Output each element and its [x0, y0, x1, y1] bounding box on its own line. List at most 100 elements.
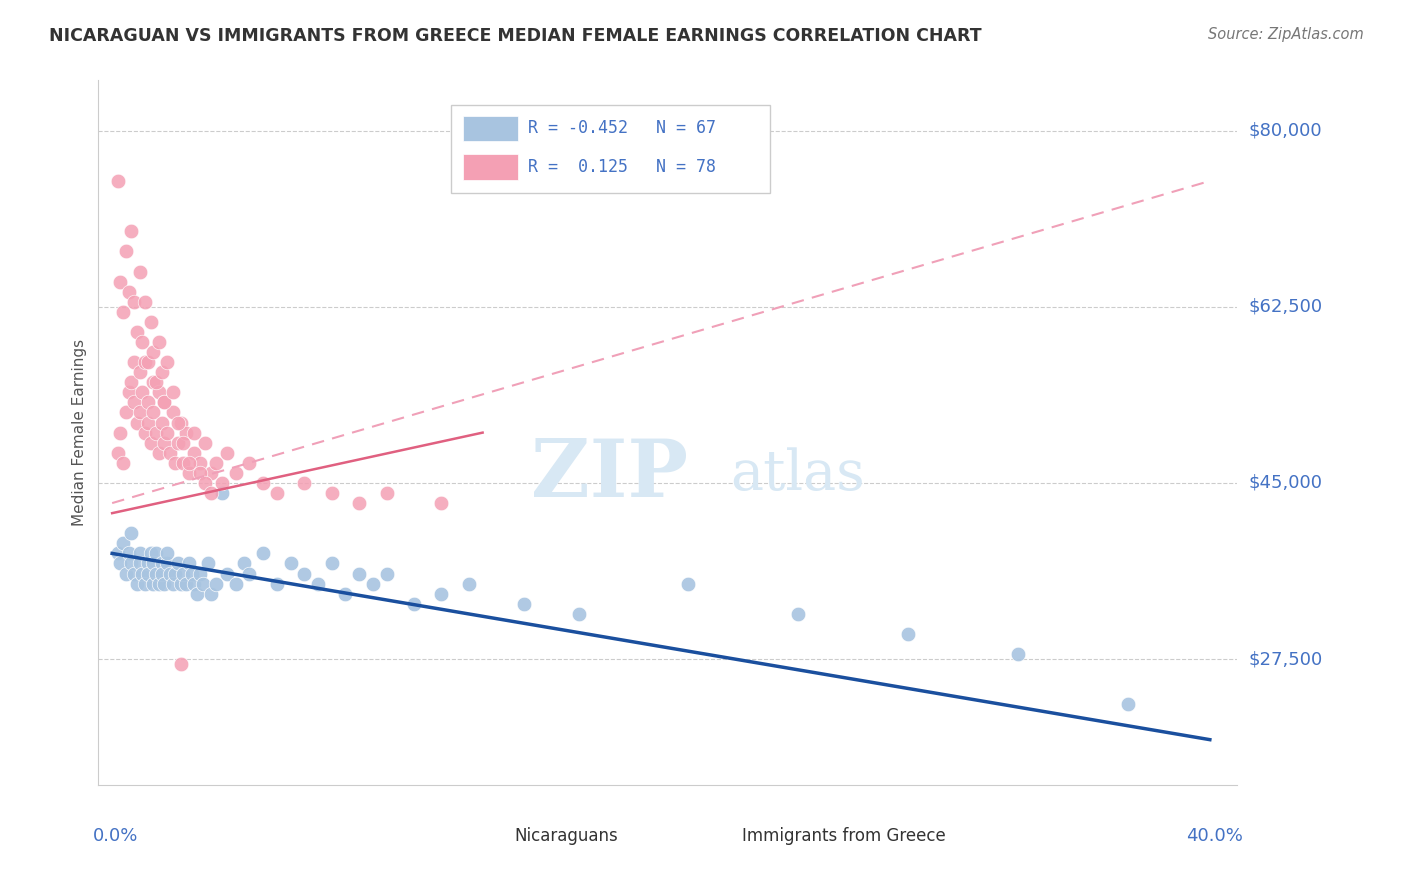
Point: [145, 376, 167, 390]
Point: [335, 587, 357, 601]
Point: [117, 546, 139, 560]
Point: [148, 385, 170, 400]
Point: [131, 334, 153, 349]
Point: [134, 294, 156, 309]
Point: [142, 345, 165, 359]
Point: [173, 456, 195, 470]
Point: [131, 566, 153, 581]
Point: [136, 355, 159, 369]
Text: $45,000: $45,000: [1249, 474, 1323, 492]
Point: [173, 435, 195, 450]
Point: [678, 576, 700, 591]
FancyBboxPatch shape: [696, 824, 741, 848]
Point: [568, 607, 591, 621]
Point: [183, 425, 205, 440]
Point: [142, 376, 165, 390]
Point: [107, 446, 129, 460]
Point: [148, 334, 170, 349]
Point: [188, 456, 211, 470]
Point: [117, 385, 139, 400]
Point: [148, 576, 170, 591]
Point: [159, 566, 181, 581]
Y-axis label: Median Female Earnings: Median Female Earnings: [72, 339, 87, 526]
Point: [128, 405, 150, 419]
Point: [110, 557, 132, 571]
Point: [139, 435, 162, 450]
Point: [110, 275, 132, 289]
Point: [122, 355, 145, 369]
Point: [156, 557, 179, 571]
Point: [205, 456, 228, 470]
Text: N = 67: N = 67: [657, 120, 717, 137]
Point: [321, 557, 343, 571]
Point: [292, 475, 315, 490]
Point: [174, 425, 197, 440]
Point: [238, 456, 260, 470]
Point: [1116, 698, 1139, 712]
Point: [153, 395, 176, 409]
Point: [170, 576, 193, 591]
Text: 40.0%: 40.0%: [1187, 827, 1243, 846]
Point: [225, 466, 247, 480]
Text: Nicaraguans: Nicaraguans: [515, 828, 617, 846]
Point: [128, 264, 150, 278]
Point: [136, 395, 159, 409]
Point: [139, 546, 162, 560]
Point: [191, 576, 214, 591]
Text: atlas: atlas: [731, 448, 865, 502]
Point: [107, 174, 129, 188]
Text: 0.0%: 0.0%: [93, 827, 138, 846]
Point: [321, 486, 343, 500]
Text: Immigrants from Greece: Immigrants from Greece: [742, 828, 946, 846]
Point: [142, 576, 165, 591]
Text: ZIP: ZIP: [531, 436, 688, 514]
Point: [134, 425, 156, 440]
Point: [125, 416, 148, 430]
Point: [211, 475, 233, 490]
Point: [200, 486, 222, 500]
Point: [266, 486, 288, 500]
Point: [110, 425, 132, 440]
Point: [375, 486, 398, 500]
Point: [136, 416, 159, 430]
Text: R = -0.452: R = -0.452: [527, 120, 627, 137]
Point: [150, 566, 173, 581]
Point: [131, 385, 153, 400]
Point: [197, 557, 219, 571]
Point: [120, 224, 142, 238]
Point: [134, 576, 156, 591]
Point: [167, 557, 190, 571]
Point: [162, 385, 184, 400]
Point: [177, 456, 200, 470]
Point: [120, 526, 142, 541]
FancyBboxPatch shape: [463, 116, 517, 141]
Point: [148, 446, 170, 460]
Point: [145, 425, 167, 440]
Point: [150, 365, 173, 379]
Point: [200, 466, 222, 480]
Point: [513, 597, 536, 611]
Point: [897, 627, 920, 641]
Text: NICARAGUAN VS IMMIGRANTS FROM GREECE MEDIAN FEMALE EARNINGS CORRELATION CHART: NICARAGUAN VS IMMIGRANTS FROM GREECE MED…: [49, 27, 981, 45]
Point: [217, 566, 239, 581]
Point: [120, 557, 142, 571]
Point: [122, 294, 145, 309]
Point: [125, 325, 148, 339]
Point: [162, 405, 184, 419]
Text: R =  0.125: R = 0.125: [527, 158, 627, 176]
Point: [430, 587, 453, 601]
Point: [1007, 647, 1029, 661]
Point: [139, 315, 162, 329]
Text: Source: ZipAtlas.com: Source: ZipAtlas.com: [1208, 27, 1364, 42]
Point: [194, 435, 217, 450]
Point: [200, 587, 222, 601]
Point: [156, 355, 179, 369]
Point: [128, 365, 150, 379]
Point: [134, 355, 156, 369]
Point: [107, 546, 129, 560]
Text: $27,500: $27,500: [1249, 650, 1323, 668]
Point: [430, 496, 453, 510]
Point: [183, 576, 205, 591]
Point: [173, 566, 195, 581]
Point: [150, 416, 173, 430]
